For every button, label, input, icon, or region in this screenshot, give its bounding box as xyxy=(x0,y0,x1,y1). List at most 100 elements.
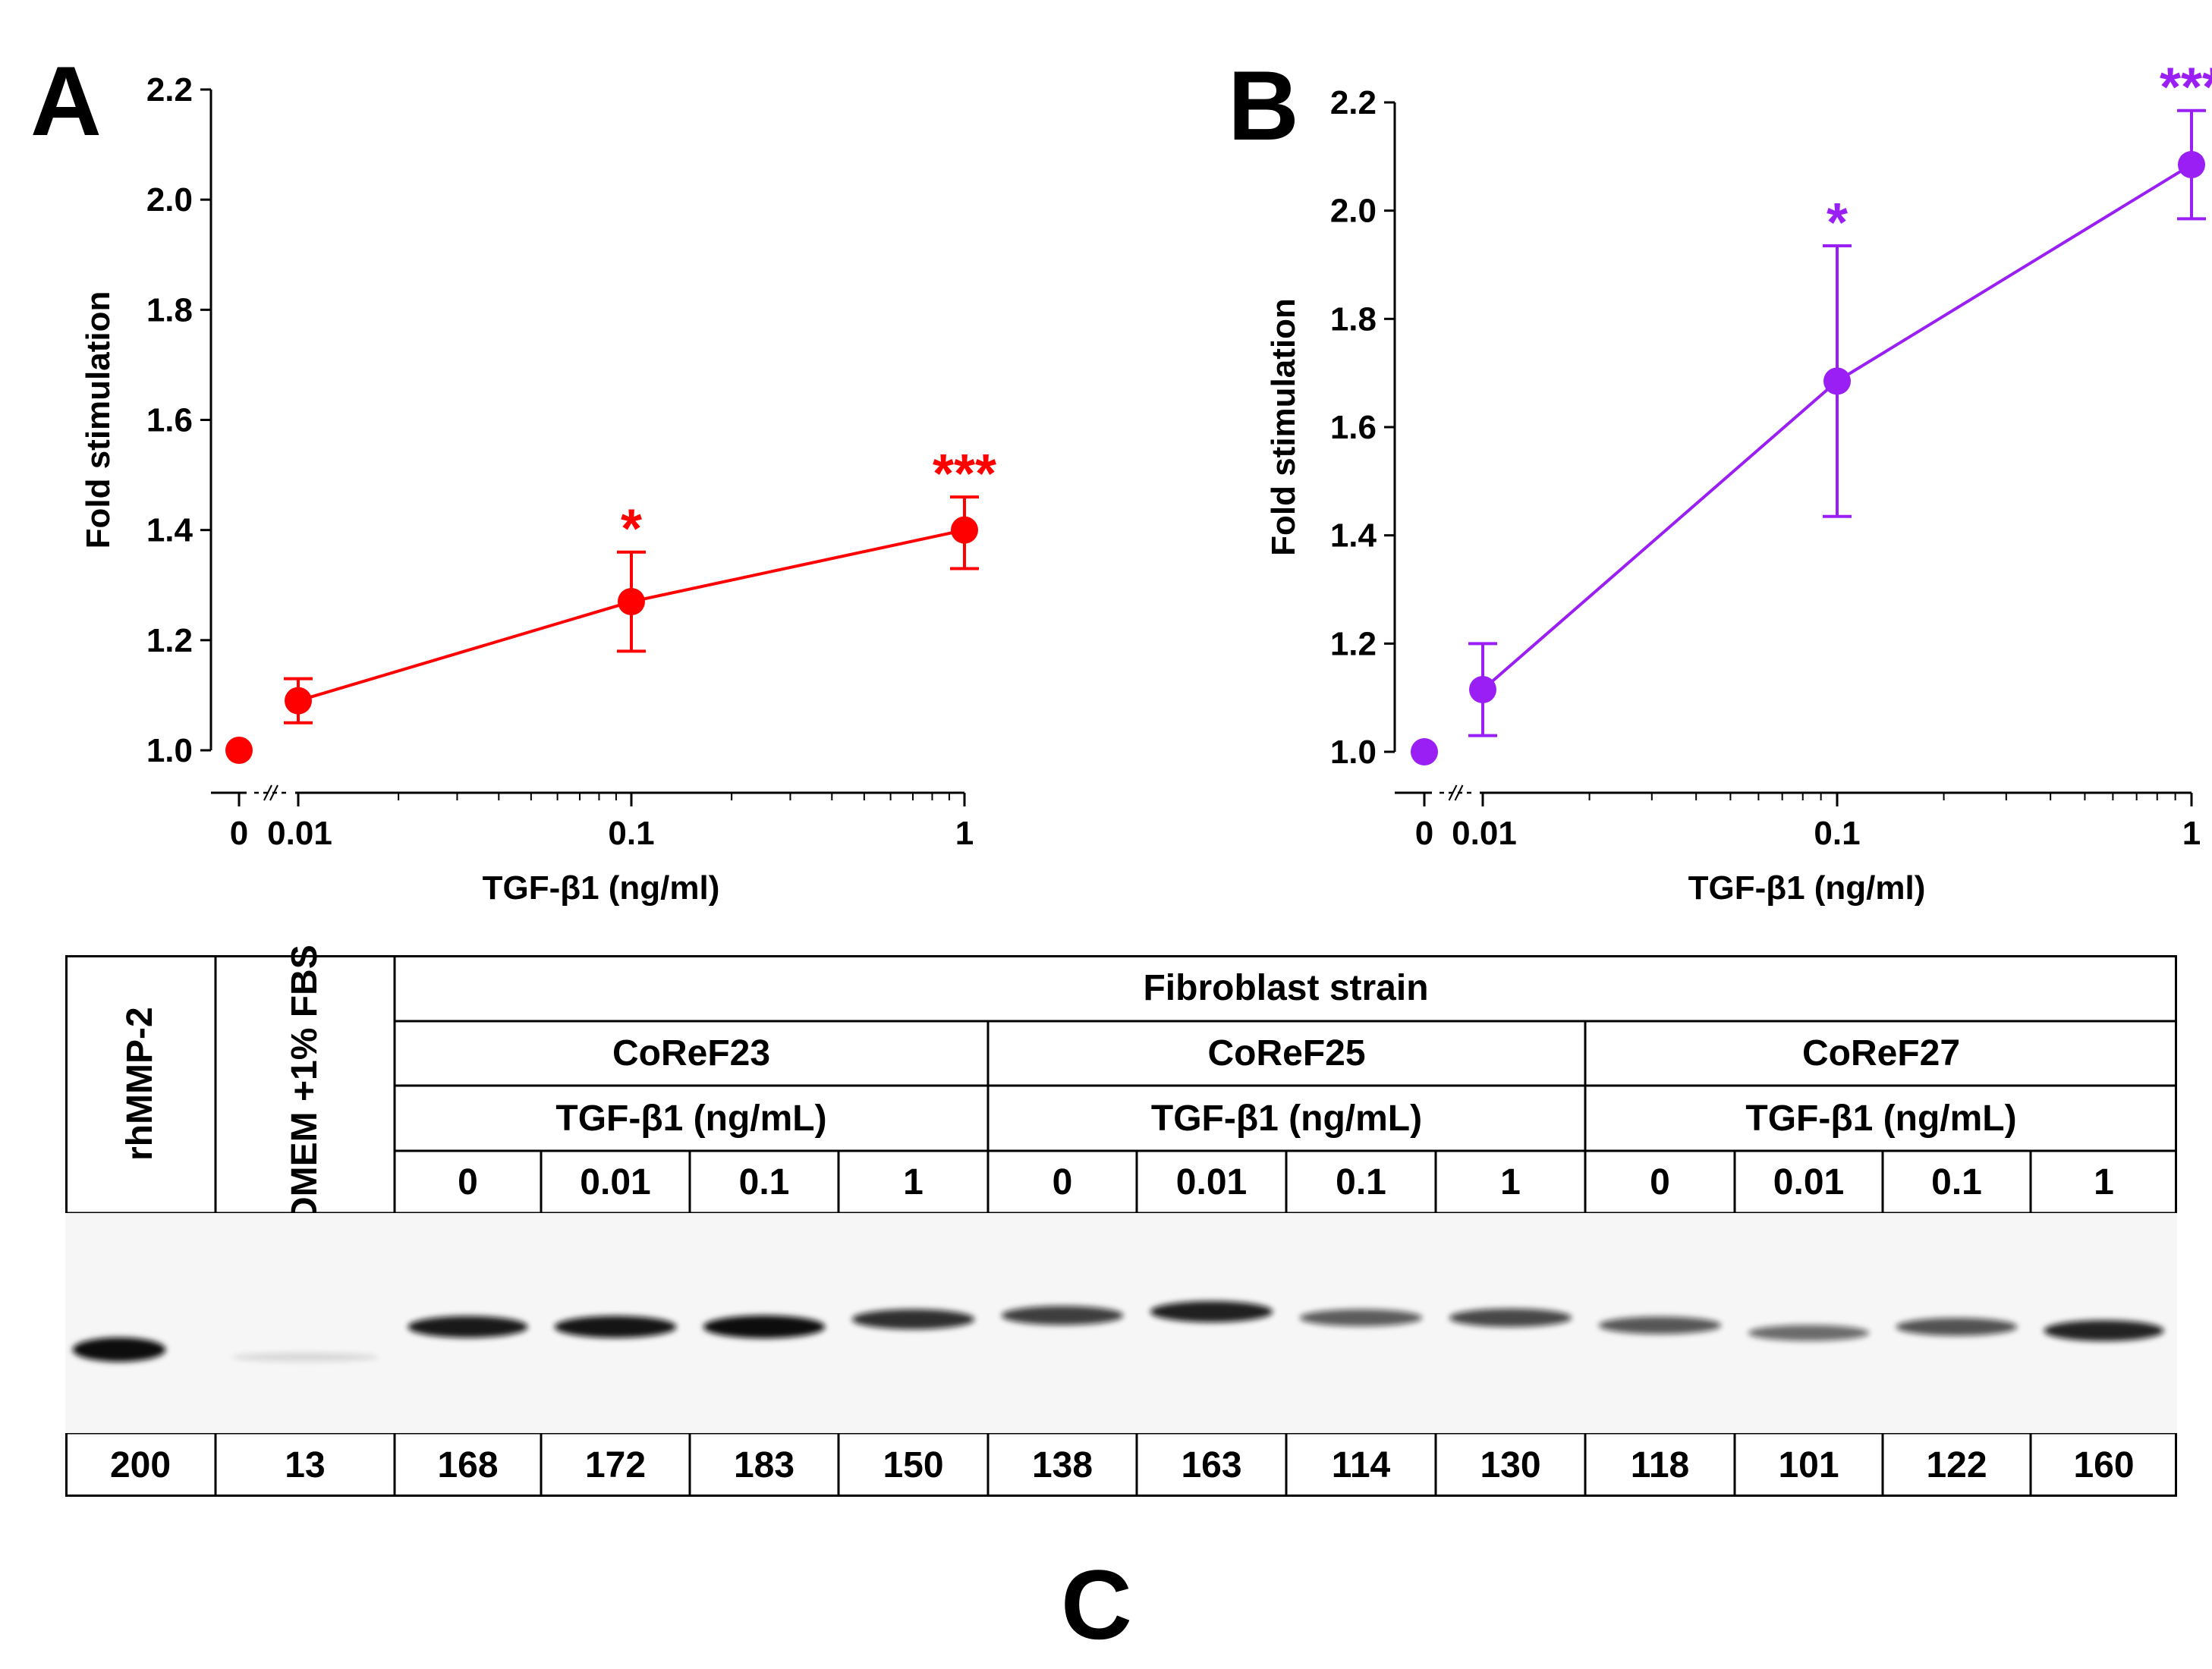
western-blot-bands xyxy=(65,1213,2177,1433)
data-point xyxy=(951,516,978,544)
panel-c-blot-table: rhMMP-2 DMEM +1% FBS Fibroblast strain Co… xyxy=(65,945,2177,1497)
dose-header: TGF-β1 (ng/mL) xyxy=(1150,1098,1423,1139)
dose-label: 0.01 xyxy=(1773,1161,1845,1202)
data-point xyxy=(1469,675,1496,703)
band-intensity-value: 168 xyxy=(437,1444,499,1485)
y-tick-label: 2.2 xyxy=(1330,84,1377,121)
x-tick-label: 0.01 xyxy=(1452,815,1517,852)
data-point xyxy=(225,737,253,764)
blot-band xyxy=(1896,1318,2018,1336)
x-tick-label: 0 xyxy=(1415,815,1433,852)
dose-label: 0.01 xyxy=(1175,1161,1248,1202)
significance-marker: * xyxy=(1827,193,1848,253)
control-header-line1: DMEM + xyxy=(285,1080,325,1224)
dose-label: 1 xyxy=(2094,1161,2114,1202)
y-tick-label: 1.0 xyxy=(1330,734,1377,771)
dose-label: 0.01 xyxy=(580,1161,651,1202)
control-header-line2: 1% FBS xyxy=(285,945,325,1081)
blot-band xyxy=(851,1309,975,1330)
blot-band xyxy=(1299,1309,1423,1327)
y-axis-title: Fold stimulation xyxy=(80,291,117,549)
blot-band xyxy=(554,1315,677,1338)
x-tick-label: 0.1 xyxy=(608,815,654,852)
x-axis-title: TGF-β1 (ng/ml) xyxy=(1688,869,1926,907)
blot-band xyxy=(1748,1325,1870,1341)
data-point xyxy=(2178,151,2205,179)
dose-label: 0.1 xyxy=(1336,1161,1386,1202)
x-tick-label: 0.01 xyxy=(267,815,332,852)
blot-band xyxy=(231,1353,379,1362)
y-tick-label: 1.8 xyxy=(1330,300,1377,338)
band-intensity-value: 183 xyxy=(733,1444,795,1485)
band-intensity-value: 138 xyxy=(1031,1444,1093,1485)
x-tick-label: 0.1 xyxy=(1814,815,1860,852)
y-tick-label: 1.6 xyxy=(1330,409,1377,446)
data-point xyxy=(618,588,645,616)
data-point xyxy=(285,687,312,715)
data-point xyxy=(1411,738,1438,765)
rhmmp2-header: rhMMP-2 xyxy=(120,1007,160,1161)
x-tick-label: 1 xyxy=(2182,815,2201,852)
blot-band xyxy=(2044,1320,2164,1341)
significance-marker: * xyxy=(621,499,642,560)
y-tick-label: 1.2 xyxy=(1330,625,1377,662)
panel-letter: B xyxy=(1228,50,1299,161)
x-tick-label: 1 xyxy=(955,815,974,852)
dose-label: 1 xyxy=(1500,1161,1521,1202)
band-intensity-value: 163 xyxy=(1181,1444,1242,1485)
y-tick-label: 1.0 xyxy=(146,732,193,769)
strain-header: CoReF25 xyxy=(1207,1033,1366,1073)
y-tick-label: 1.8 xyxy=(146,291,193,328)
blot-band xyxy=(703,1315,826,1339)
y-tick-label: 2.0 xyxy=(1330,193,1377,230)
dose-header: TGF-β1 (ng/mL) xyxy=(1745,1098,2017,1139)
y-tick-label: 1.6 xyxy=(146,402,193,439)
y-tick-label: 2.2 xyxy=(146,71,193,108)
blot-band xyxy=(1598,1316,1722,1334)
significance-marker: *** xyxy=(2160,58,2212,118)
band-intensity-value: 122 xyxy=(1926,1444,1987,1485)
x-axis-break-mark xyxy=(263,784,272,801)
panel-letter-c: C xyxy=(1061,1549,1132,1660)
y-tick-label: 2.0 xyxy=(146,181,193,218)
strain-header: CoReF23 xyxy=(612,1033,771,1073)
blot-band xyxy=(1150,1301,1273,1322)
x-axis-break-mark xyxy=(1454,784,1464,801)
dose-label: 0.1 xyxy=(1931,1161,1982,1202)
blot-band xyxy=(407,1315,528,1338)
band-intensity-value: 130 xyxy=(1480,1444,1541,1485)
strain-header: CoReF27 xyxy=(1801,1033,1961,1073)
y-tick-label: 1.2 xyxy=(146,622,193,659)
x-axis-break-mark xyxy=(269,784,278,801)
fibroblast-strain-header: Fibroblast strain xyxy=(1143,968,1429,1008)
control-header: DMEM +1% FBS xyxy=(216,945,395,1224)
band-intensity-value: 200 xyxy=(109,1444,171,1485)
band-intensity-value: 101 xyxy=(1778,1444,1839,1485)
band-intensity-value: 172 xyxy=(584,1444,647,1485)
band-intensity-value: 160 xyxy=(2073,1444,2135,1485)
dose-header: TGF-β1 (ng/mL) xyxy=(555,1098,827,1139)
band-intensity-value: 114 xyxy=(1331,1444,1391,1485)
x-axis-title: TGF-β1 (ng/ml) xyxy=(483,869,720,907)
significance-marker: *** xyxy=(933,444,996,504)
blot-background xyxy=(65,1213,2177,1433)
y-axis-title: Fold stimulation xyxy=(1265,298,1302,556)
dose-label: 0.1 xyxy=(738,1161,790,1202)
western-blot-image xyxy=(65,1213,2177,1433)
dose-label: 0 xyxy=(1052,1161,1073,1202)
band-intensity-value: 150 xyxy=(883,1444,944,1485)
blot-band xyxy=(1449,1308,1572,1328)
y-tick-label: 1.4 xyxy=(1330,517,1377,555)
y-tick-label: 1.4 xyxy=(146,512,194,549)
band-intensity-value: 118 xyxy=(1630,1444,1690,1485)
blot-band xyxy=(1001,1306,1124,1325)
band-intensity-value: 13 xyxy=(285,1444,326,1485)
x-axis-break-mark xyxy=(1448,784,1458,801)
blot-band xyxy=(72,1337,166,1362)
dose-label: 0 xyxy=(458,1161,478,1202)
x-tick-label: 0 xyxy=(230,815,248,852)
dose-label: 0 xyxy=(1650,1161,1670,1202)
